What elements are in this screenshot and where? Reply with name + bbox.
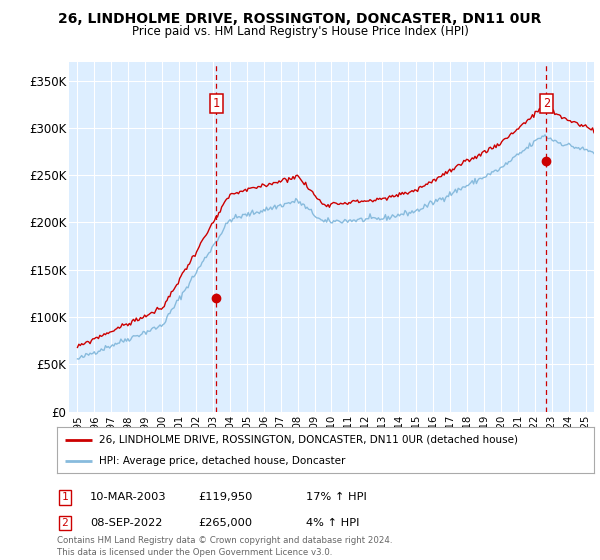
Text: 2: 2 — [543, 97, 550, 110]
Text: 08-SEP-2022: 08-SEP-2022 — [90, 518, 163, 528]
Text: 1: 1 — [212, 97, 220, 110]
Text: Price paid vs. HM Land Registry's House Price Index (HPI): Price paid vs. HM Land Registry's House … — [131, 25, 469, 38]
Text: 17% ↑ HPI: 17% ↑ HPI — [306, 492, 367, 502]
Text: 10-MAR-2003: 10-MAR-2003 — [90, 492, 167, 502]
Text: 2: 2 — [61, 518, 68, 528]
Text: 1: 1 — [61, 492, 68, 502]
Text: 4% ↑ HPI: 4% ↑ HPI — [306, 518, 359, 528]
Text: £265,000: £265,000 — [198, 518, 252, 528]
Text: 26, LINDHOLME DRIVE, ROSSINGTON, DONCASTER, DN11 0UR: 26, LINDHOLME DRIVE, ROSSINGTON, DONCAST… — [58, 12, 542, 26]
Text: 26, LINDHOLME DRIVE, ROSSINGTON, DONCASTER, DN11 0UR (detached house): 26, LINDHOLME DRIVE, ROSSINGTON, DONCAST… — [99, 435, 518, 445]
Text: Contains HM Land Registry data © Crown copyright and database right 2024.
This d: Contains HM Land Registry data © Crown c… — [57, 536, 392, 557]
Text: HPI: Average price, detached house, Doncaster: HPI: Average price, detached house, Donc… — [99, 456, 345, 466]
Text: £119,950: £119,950 — [198, 492, 253, 502]
